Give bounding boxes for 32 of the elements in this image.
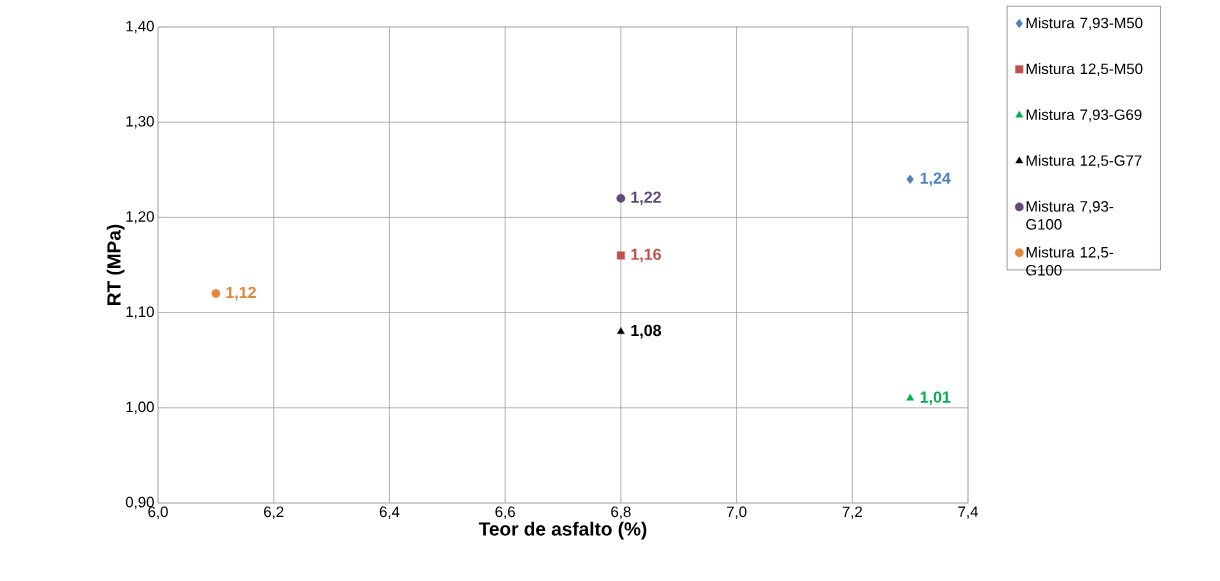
data-label: 1,08 — [631, 324, 662, 339]
y-tick-label: 1,30 — [126, 116, 154, 129]
y-tick-label: 1,40 — [126, 20, 154, 34]
x-tick-label: 6,4 — [379, 506, 400, 519]
x-tick-label: 6,8 — [611, 506, 631, 519]
legend-label: Mistura 7,93-G100 — [1026, 200, 1114, 230]
data-label: 1,22 — [631, 191, 661, 206]
point — [617, 327, 625, 334]
legend-label: Mistura 7,93-M50 — [1026, 17, 1143, 31]
data-label: 1,01 — [920, 391, 951, 406]
y-axis-title: RT (MPa) — [106, 224, 125, 305]
x-axis-title: Teor de asfalto (%) — [478, 521, 647, 540]
point — [616, 193, 626, 203]
data-label: 1,12 — [226, 286, 256, 301]
legend-label: Mistura 12,5-G100 — [1026, 246, 1114, 276]
x-tick-label: 6,2 — [264, 506, 284, 519]
y-tick-label: 1,20 — [126, 211, 154, 224]
legend-label: Mistura 12,5-M50 — [1026, 63, 1143, 76]
point — [616, 251, 625, 260]
point — [906, 393, 914, 401]
x-tick-label: 7,2 — [842, 506, 862, 519]
x-tick-label: 6,6 — [495, 506, 515, 519]
x-tick-label: 7,4 — [958, 506, 978, 519]
point — [906, 174, 914, 184]
point — [211, 289, 221, 298]
legend-label: Mistura 12,5-G77 — [1026, 154, 1142, 168]
data-label: 1,24 — [920, 172, 951, 187]
data-label: 1,16 — [631, 248, 661, 263]
y-tick-label: 1,10 — [126, 306, 154, 319]
y-tick-label: 1,00 — [126, 401, 154, 414]
x-tick-label: 7,0 — [726, 506, 747, 519]
legend-label: Mistura 7,93-G69 — [1026, 108, 1142, 122]
